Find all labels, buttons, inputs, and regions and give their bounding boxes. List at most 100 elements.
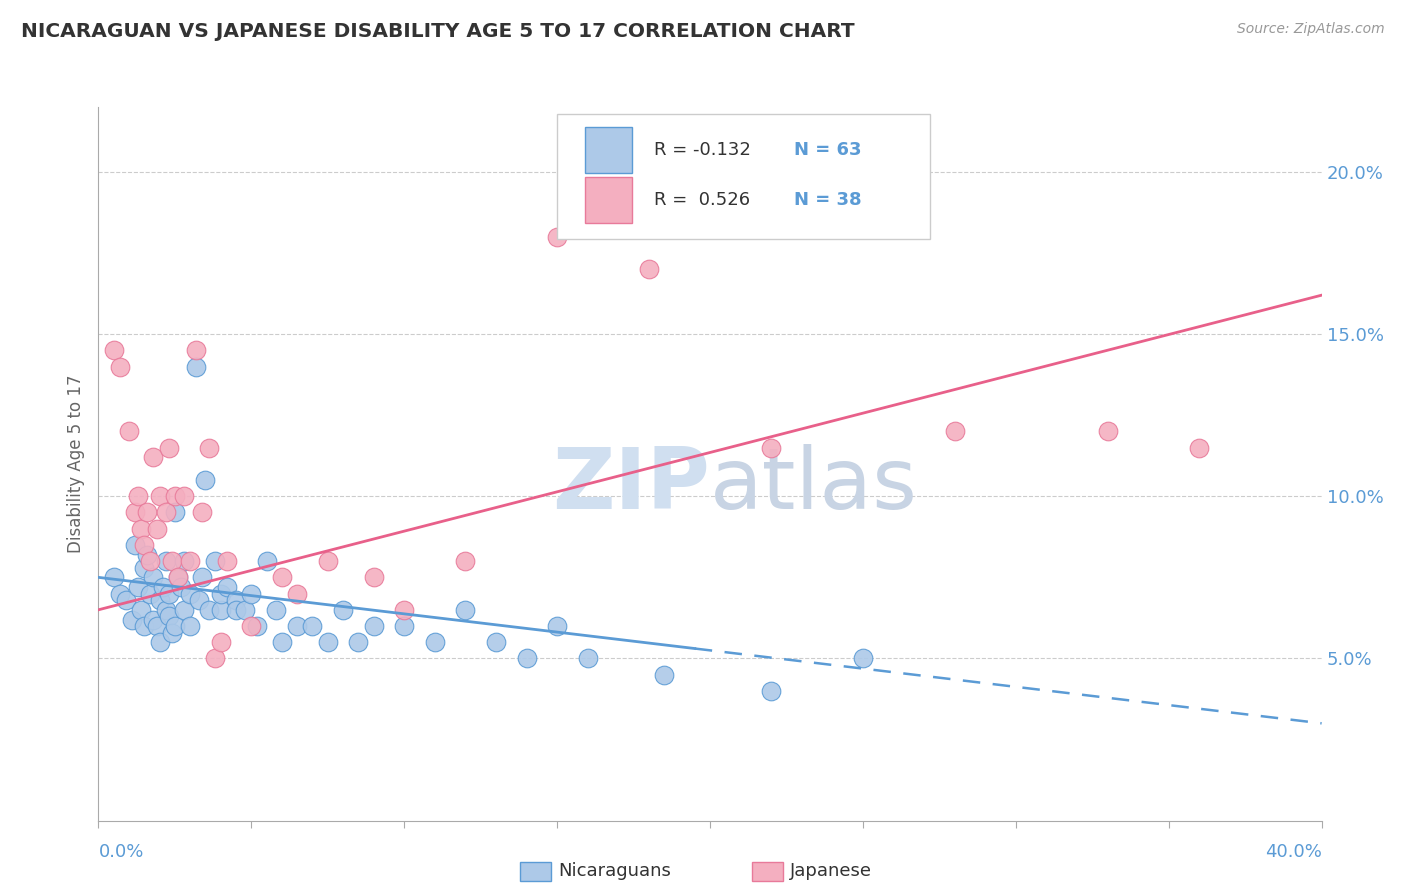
Point bbox=[637, 262, 661, 277]
Point bbox=[179, 554, 201, 568]
Text: N = 63: N = 63 bbox=[794, 141, 862, 159]
Point bbox=[179, 586, 201, 600]
FancyBboxPatch shape bbox=[557, 114, 931, 239]
Point bbox=[943, 425, 966, 439]
Point bbox=[173, 554, 195, 568]
Point bbox=[129, 603, 152, 617]
Point bbox=[167, 570, 190, 584]
Point bbox=[152, 580, 174, 594]
Text: atlas: atlas bbox=[710, 443, 918, 527]
Point bbox=[188, 593, 211, 607]
Text: R =  0.526: R = 0.526 bbox=[654, 191, 749, 209]
Point bbox=[149, 635, 172, 649]
Point bbox=[485, 635, 508, 649]
Point bbox=[149, 489, 172, 503]
Point bbox=[194, 473, 217, 487]
Text: N = 38: N = 38 bbox=[794, 191, 862, 209]
Point bbox=[454, 554, 477, 568]
Point bbox=[197, 603, 219, 617]
Point bbox=[124, 506, 146, 520]
Point bbox=[121, 613, 143, 627]
Point bbox=[155, 554, 177, 568]
Point bbox=[225, 593, 247, 607]
Point bbox=[264, 603, 287, 617]
Point bbox=[301, 619, 323, 633]
Point bbox=[204, 554, 226, 568]
Point bbox=[173, 489, 195, 503]
Point bbox=[142, 613, 165, 627]
Point bbox=[155, 506, 177, 520]
Point bbox=[1188, 441, 1211, 455]
Point bbox=[134, 619, 156, 633]
Point bbox=[256, 554, 278, 568]
Point bbox=[233, 603, 256, 617]
Point bbox=[163, 619, 186, 633]
Point bbox=[204, 651, 226, 665]
Point bbox=[157, 441, 180, 455]
Point bbox=[115, 593, 138, 607]
FancyBboxPatch shape bbox=[585, 127, 631, 173]
Point bbox=[103, 570, 125, 584]
Point bbox=[149, 593, 172, 607]
Point bbox=[170, 580, 193, 594]
Point bbox=[392, 603, 416, 617]
Point bbox=[209, 586, 232, 600]
Text: R = -0.132: R = -0.132 bbox=[654, 141, 751, 159]
Text: Japanese: Japanese bbox=[790, 863, 872, 880]
Point bbox=[160, 554, 183, 568]
Point bbox=[155, 603, 177, 617]
Text: 40.0%: 40.0% bbox=[1265, 843, 1322, 861]
Point bbox=[270, 570, 292, 584]
Point bbox=[136, 506, 159, 520]
Point bbox=[191, 506, 214, 520]
Point bbox=[160, 625, 183, 640]
Point bbox=[363, 619, 385, 633]
Point bbox=[316, 554, 339, 568]
Point bbox=[516, 651, 538, 665]
Point bbox=[215, 580, 238, 594]
Text: Source: ZipAtlas.com: Source: ZipAtlas.com bbox=[1237, 22, 1385, 37]
Point bbox=[191, 570, 214, 584]
Point bbox=[142, 450, 165, 465]
Point bbox=[163, 506, 186, 520]
Point bbox=[332, 603, 354, 617]
Point bbox=[136, 548, 159, 562]
Point bbox=[240, 586, 263, 600]
Point bbox=[759, 441, 782, 455]
Point bbox=[108, 359, 131, 374]
Point bbox=[209, 635, 232, 649]
Point bbox=[157, 609, 180, 624]
Point bbox=[209, 603, 232, 617]
Point bbox=[454, 603, 477, 617]
Point bbox=[134, 538, 156, 552]
Point bbox=[157, 586, 180, 600]
Point bbox=[139, 554, 162, 568]
Point bbox=[363, 570, 385, 584]
Point bbox=[392, 619, 416, 633]
Point bbox=[129, 522, 152, 536]
Point bbox=[186, 343, 208, 358]
Point bbox=[225, 603, 247, 617]
Point bbox=[240, 619, 263, 633]
Point bbox=[576, 651, 599, 665]
Point bbox=[118, 425, 141, 439]
Point bbox=[108, 586, 131, 600]
Point bbox=[759, 684, 782, 698]
Point bbox=[270, 635, 292, 649]
Text: 0.0%: 0.0% bbox=[98, 843, 143, 861]
Point bbox=[852, 651, 875, 665]
Text: ZIP: ZIP bbox=[553, 443, 710, 527]
Point bbox=[285, 619, 308, 633]
Point bbox=[1097, 425, 1119, 439]
Text: Nicaraguans: Nicaraguans bbox=[558, 863, 671, 880]
Point bbox=[145, 619, 167, 633]
Point bbox=[347, 635, 370, 649]
FancyBboxPatch shape bbox=[585, 177, 631, 223]
Point bbox=[316, 635, 339, 649]
Point bbox=[127, 489, 149, 503]
Point bbox=[546, 619, 568, 633]
Point bbox=[163, 489, 186, 503]
Point bbox=[246, 619, 269, 633]
Point bbox=[127, 580, 149, 594]
Point bbox=[167, 570, 190, 584]
